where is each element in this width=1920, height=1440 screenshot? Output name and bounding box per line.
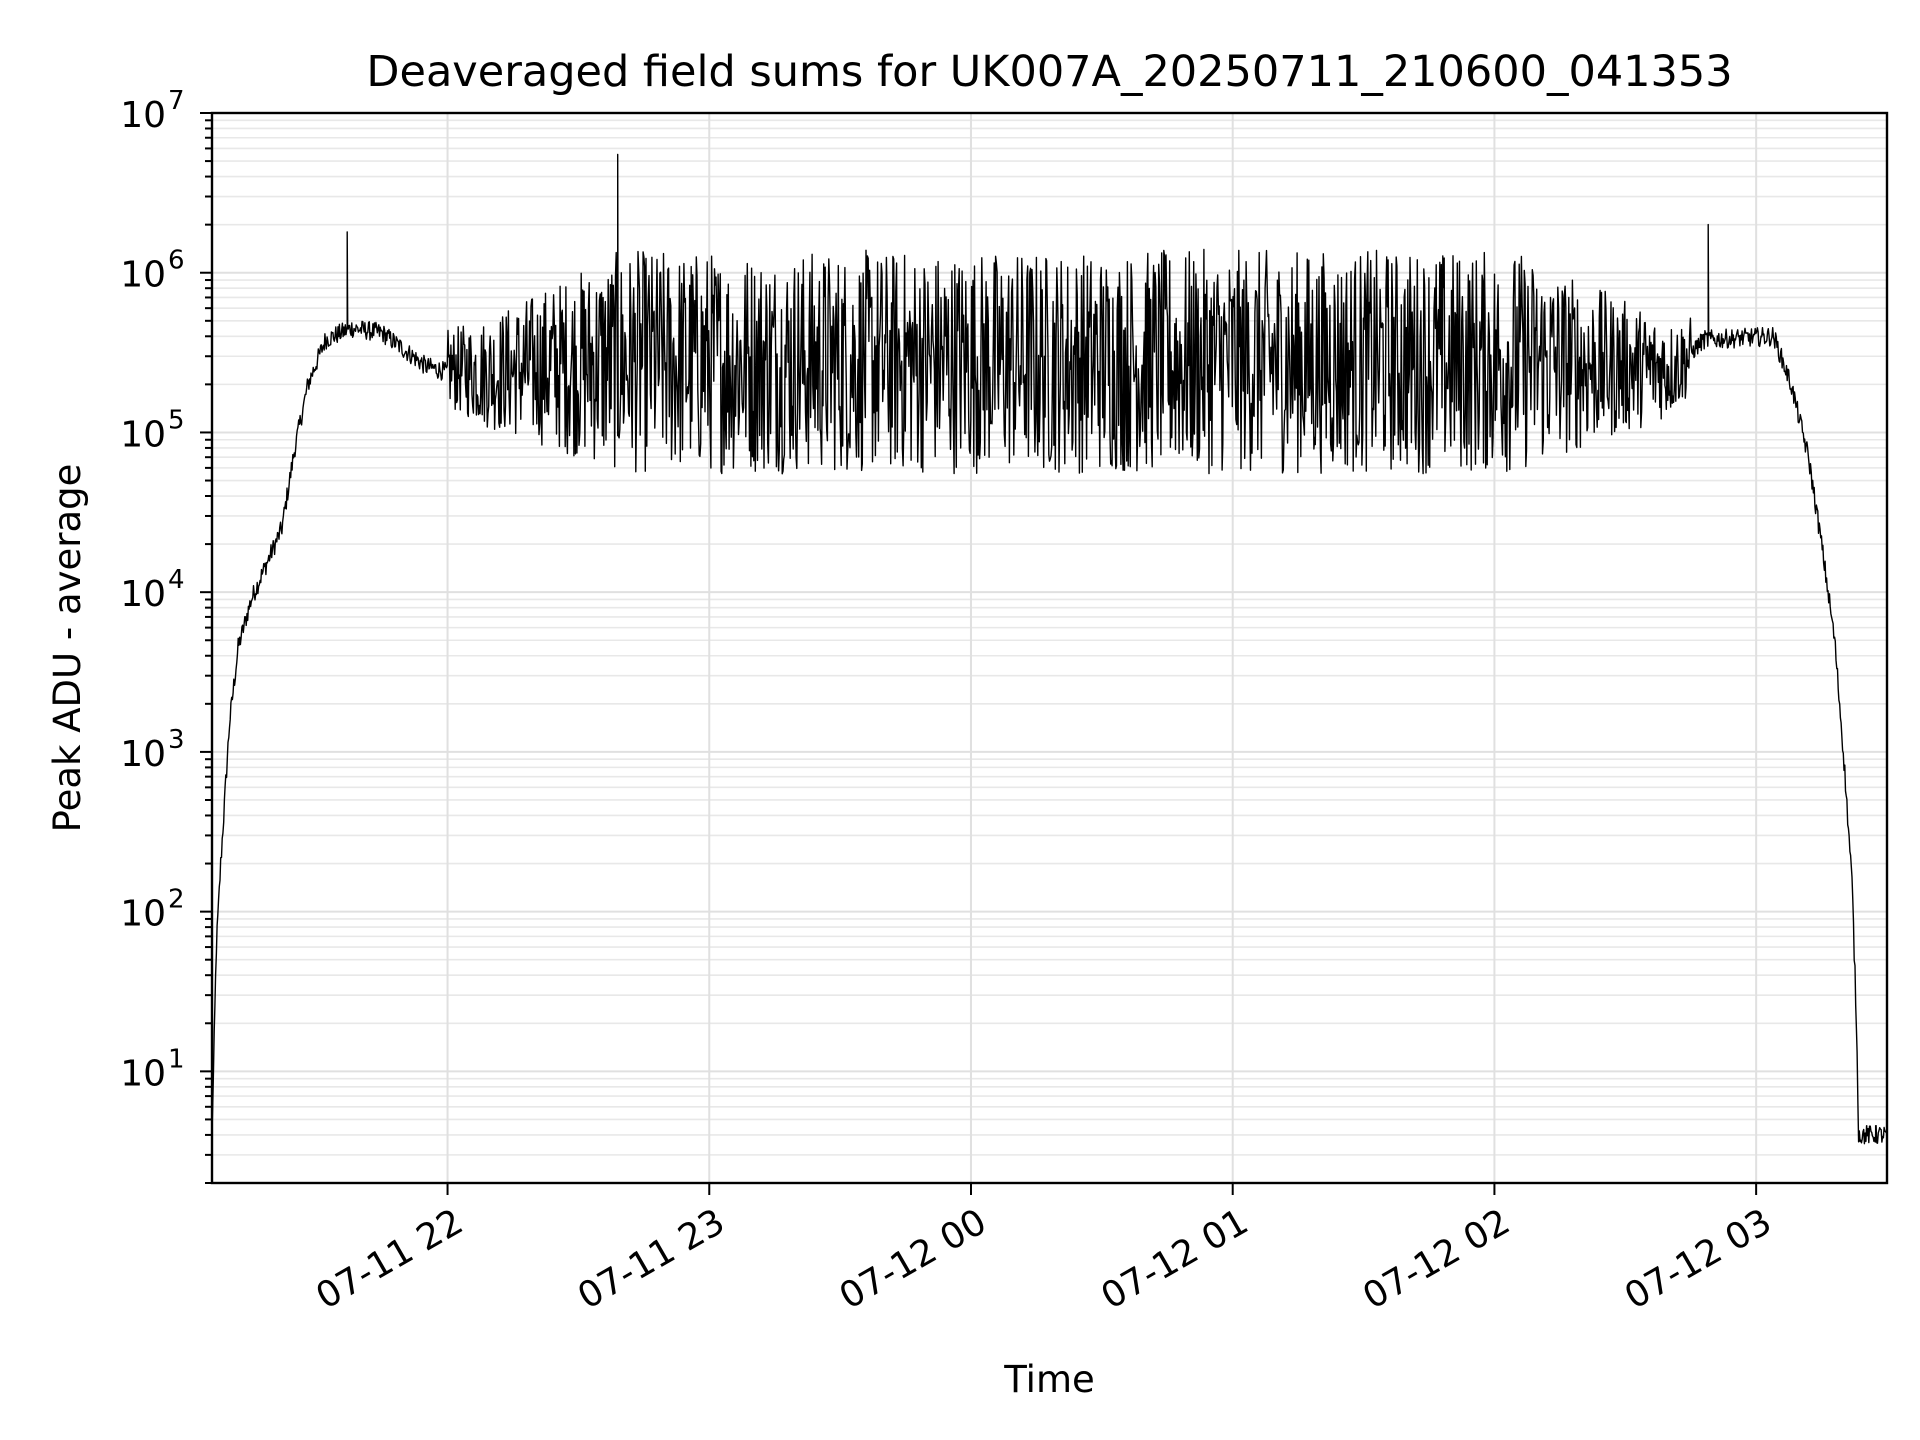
y-tick-exponent: 4 <box>168 565 185 595</box>
x-axis-label: Time <box>1003 1358 1095 1401</box>
series-layer <box>211 153 1888 1145</box>
y-tick-exponent: 6 <box>168 246 185 276</box>
y-tick-label: 10 <box>120 574 166 615</box>
y-tick-exponent: 1 <box>168 1044 185 1074</box>
y-tick-label: 10 <box>120 1053 166 1094</box>
chart-title: Deaveraged field sums for UK007A_2025071… <box>366 47 1732 97</box>
grid <box>212 112 1887 1184</box>
y-tick-label: 10 <box>120 414 166 455</box>
series-line-0 <box>211 153 1888 1145</box>
y-tick-exponent: 3 <box>168 725 185 755</box>
y-tick-label: 10 <box>120 95 166 136</box>
y-tick-label: 10 <box>120 255 166 296</box>
y-tick-label: 10 <box>120 734 166 775</box>
y-tick-label: 10 <box>120 894 166 935</box>
y-tick-exponent: 7 <box>168 86 185 116</box>
y-axis-label: Peak ADU - average <box>46 464 89 833</box>
plot-frame <box>210 111 1889 1185</box>
y-tick-exponent: 2 <box>168 885 185 915</box>
y-tick-exponent: 5 <box>168 405 185 435</box>
